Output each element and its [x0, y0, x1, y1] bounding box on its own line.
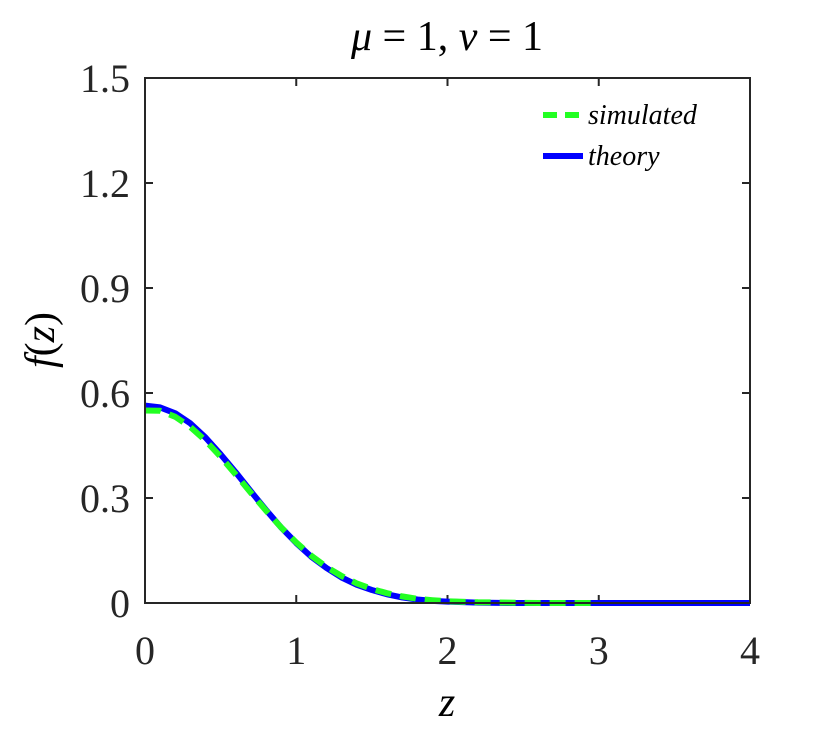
series-line-theory: [144, 402, 750, 606]
axes-frame: [144, 77, 751, 604]
x-tick-label: 3: [589, 628, 609, 673]
ticks-layer: 0 1 2 3 4 0 0.3 0.6 0.9 1.2 1.5: [80, 56, 760, 673]
title-nu: ν: [459, 14, 478, 60]
title-eq1: = 1,: [372, 14, 459, 60]
ylabel-close: ): [18, 312, 64, 326]
ylabel-z: z: [18, 326, 64, 343]
chart-title: μ = 1, ν = 1: [350, 14, 543, 60]
x-tick-label: 4: [740, 628, 760, 673]
y-tick-label: 1.2: [80, 161, 130, 206]
y-axis-label: f(z): [18, 312, 64, 368]
legend: simulated theory: [543, 100, 698, 172]
series-layer: [144, 402, 750, 606]
x-axis-label: z: [438, 680, 455, 726]
title-mu: μ: [350, 14, 372, 60]
title-eq2: = 1: [477, 14, 543, 60]
x-tick-label: 2: [438, 628, 458, 673]
y-tick-label: 0.3: [80, 476, 130, 521]
series-line-simulated: [144, 407, 599, 606]
y-tick-label: 0.9: [80, 266, 130, 311]
x-tick-label: 0: [135, 628, 155, 673]
legend-theory-label: theory: [588, 141, 660, 172]
ylabel-open: (: [18, 342, 64, 356]
x-tick-label: 1: [286, 628, 306, 673]
legend-simulated-label: simulated: [588, 100, 698, 131]
y-tick-label: 0: [110, 581, 130, 626]
y-tick-label: 0.6: [80, 371, 130, 416]
y-tick-label: 1.5: [80, 56, 130, 101]
